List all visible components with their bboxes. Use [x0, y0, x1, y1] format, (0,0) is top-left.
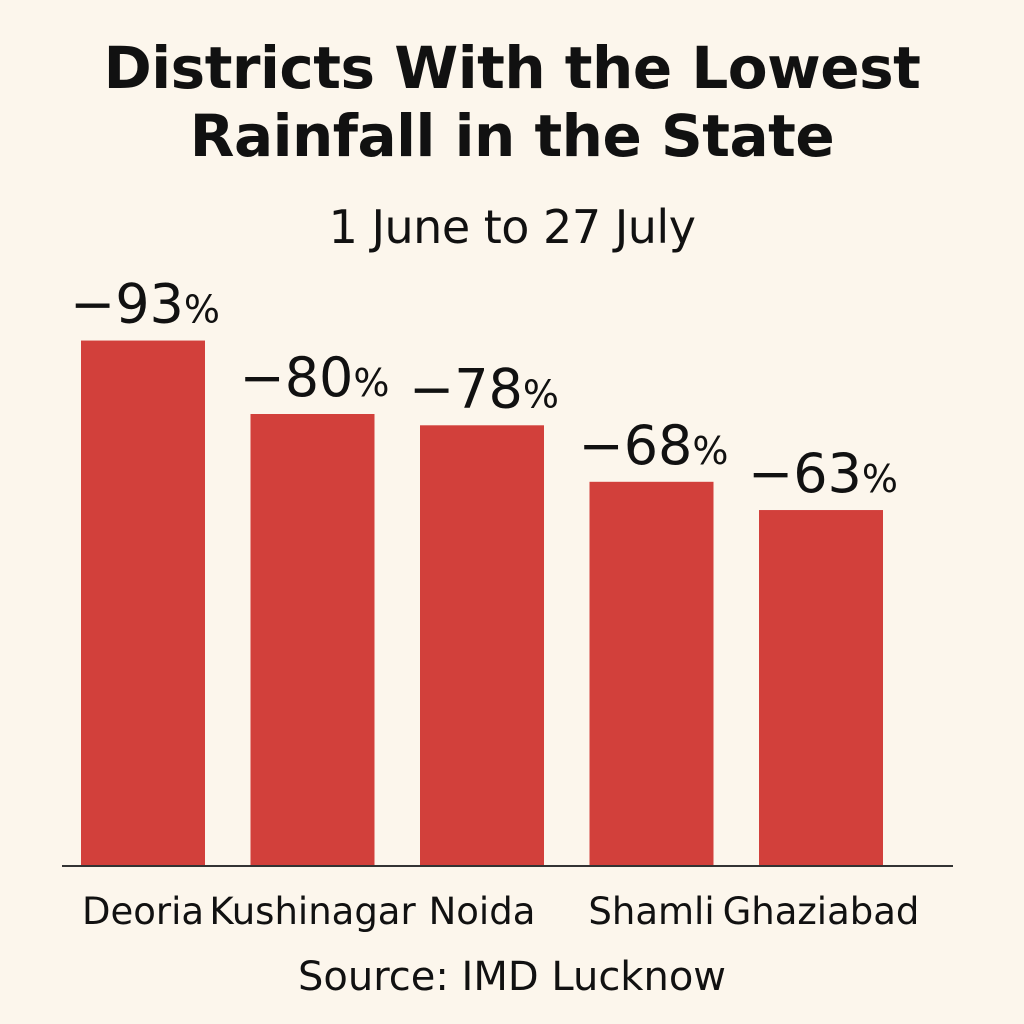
value-label-ghaziabad: −63%: [748, 442, 898, 505]
bar-noida: [420, 425, 544, 866]
category-label-shamli: Shamli: [588, 890, 714, 933]
category-label-noida: Noida: [429, 890, 536, 933]
chart-subtitle: 1 June to 27 July: [328, 200, 696, 254]
chart-title: Districts With the Lowest Rainfall in th…: [0, 34, 1024, 170]
category-label-deoria: Deoria: [82, 890, 204, 933]
bar-ghaziabad: [759, 510, 883, 866]
chart-title-line-2: Rainfall in the State: [189, 102, 835, 170]
chart-source: Source: IMD Lucknow: [297, 954, 727, 1000]
bar-shamli: [589, 481, 714, 866]
chart-title-line-1: Districts With the Lowest: [103, 34, 921, 102]
bar-kushinagar: [250, 414, 375, 866]
value-label-kushinagar: −80%: [239, 346, 389, 409]
labels-group: −93% Deoria −80% Kushinagar −78% Noida −68% Sha…: [70, 273, 919, 933]
bars-group: [81, 340, 883, 866]
category-label-kushinagar: Kushinagar: [209, 890, 416, 933]
bar-deoria: [81, 340, 205, 866]
value-label-deoria: −93%: [70, 273, 220, 336]
category-label-ghaziabad: Ghaziabad: [723, 890, 920, 933]
value-label-noida: −78%: [409, 357, 559, 420]
value-label-shamli: −68%: [578, 414, 728, 477]
